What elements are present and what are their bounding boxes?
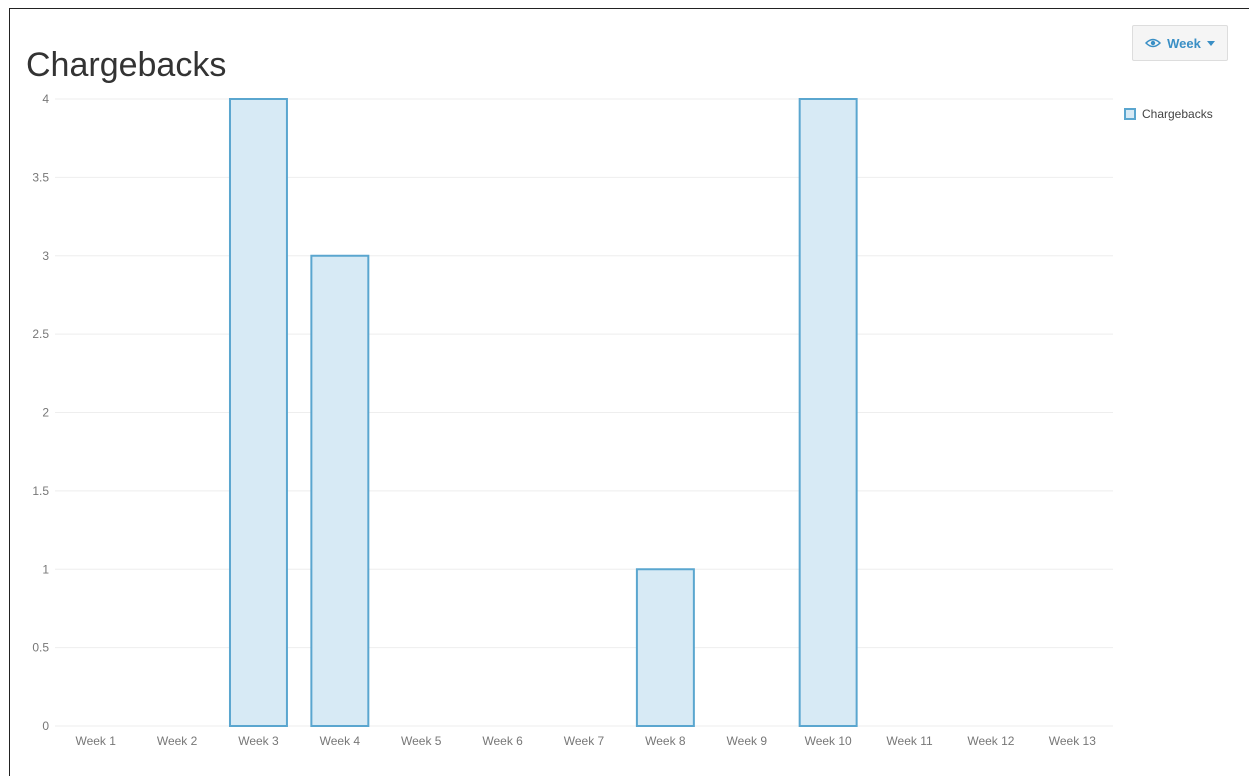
x-tick-label: Week 12 (967, 734, 1014, 748)
x-tick-label: Week 9 (727, 734, 768, 748)
bar-chart: 00.511.522.533.54 Week 1 Week 2 Week 3 Week… (32, 92, 1113, 748)
x-tick-label: Week 7 (564, 734, 605, 748)
chart-panel: Chargebacks Week 0 0.5 1 1.5 2 2.5 3 3.5 4 Week … (9, 8, 1249, 776)
y-tick-label: 4 (42, 92, 49, 106)
x-tick-label: Week 13 (1049, 734, 1096, 748)
x-tick-label: Week 4 (320, 734, 361, 748)
bar-week-10[interactable] (798, 98, 858, 727)
y-tick-label: 0 (42, 719, 49, 733)
x-tick-label: Week 6 (482, 734, 523, 748)
y-tick-label: 3 (42, 249, 49, 263)
y-tick-label: 0.5 (32, 641, 49, 655)
legend[interactable]: Chargebacks (1124, 107, 1213, 121)
x-tick-label: Week 11 (886, 734, 933, 748)
page-title: Chargebacks (26, 46, 227, 84)
y-tick-label: 2 (42, 406, 49, 420)
chevron-down-icon (1206, 40, 1215, 46)
period-select-label: Week (1167, 35, 1201, 51)
legend-label-chargebacks: Chargebacks (1142, 107, 1213, 121)
grid-lines (55, 98, 1113, 727)
x-tick-label: Week 1 (75, 734, 116, 748)
y-tick-label: 2.5 (32, 327, 49, 341)
bar-week-8[interactable] (635, 568, 695, 727)
y-tick-label: 3.5 (32, 170, 49, 184)
x-axis-ticks: Week 1 Week 2 Week 3 Week 4 Week 5 Week 6 Week… (75, 734, 1096, 748)
period-select-button[interactable]: Week (1132, 25, 1228, 61)
y-tick-label: 1 (42, 562, 49, 576)
x-tick-label: Week 3 (238, 734, 279, 748)
bar-week-4[interactable] (310, 254, 370, 727)
y-tick-label: 1.5 (32, 484, 49, 498)
y-axis-ticks: 0 0.5 1 1.5 2 2.5 3 3.5 4 (32, 92, 49, 733)
x-tick-label: Week 10 (805, 734, 852, 748)
x-tick-label: Week 5 (401, 734, 442, 748)
legend-swatch-chargebacks (1124, 108, 1136, 120)
bar-week-3[interactable] (228, 98, 288, 727)
eye-icon (1145, 38, 1162, 48)
x-tick-label: Week 2 (157, 734, 198, 748)
x-tick-label: Week 8 (645, 734, 686, 748)
bars (228, 98, 858, 727)
